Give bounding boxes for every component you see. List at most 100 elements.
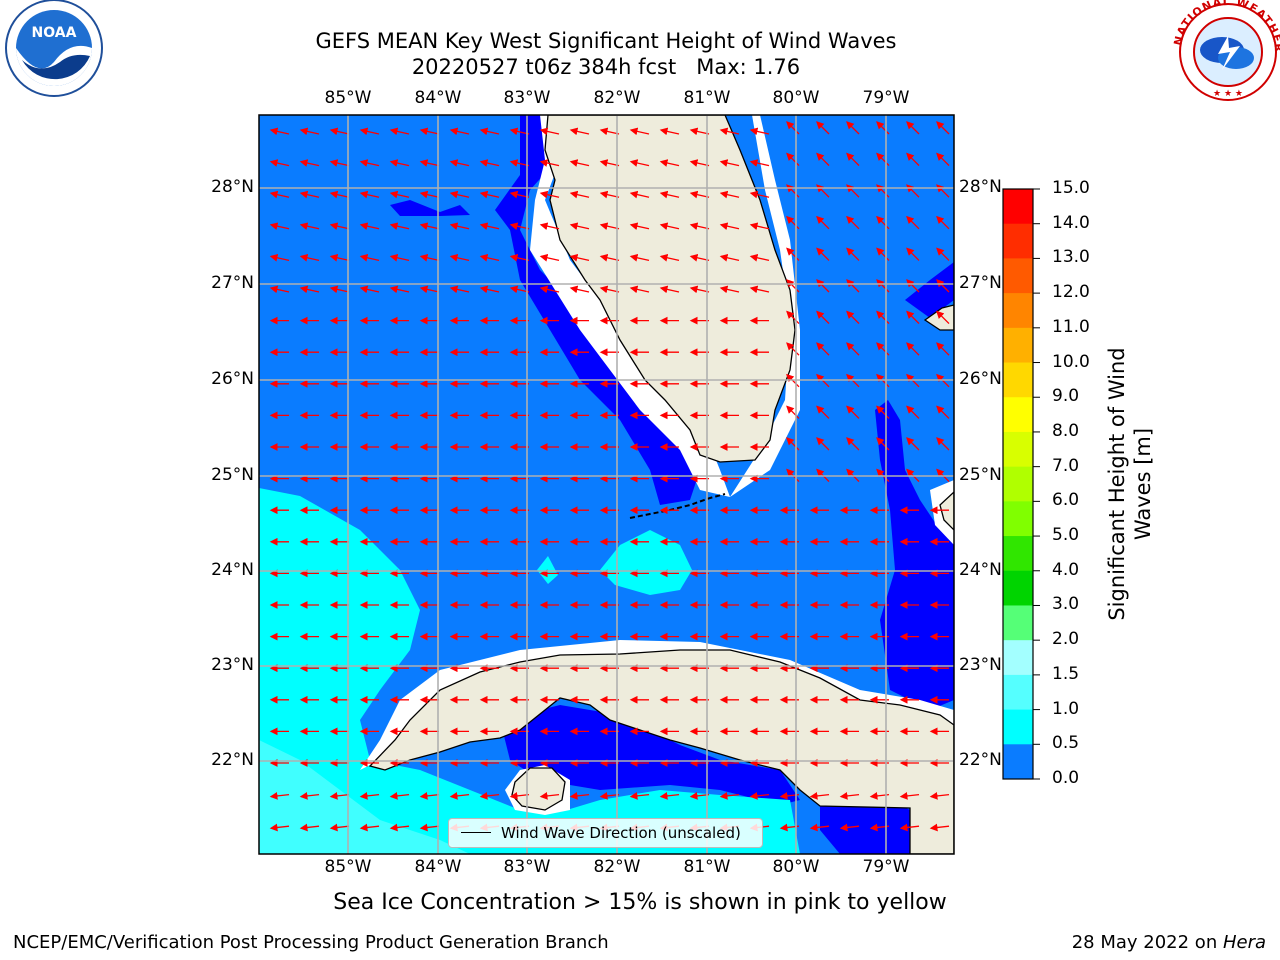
colorbar-tick-label: 14.0: [1052, 212, 1090, 233]
wave-direction-arrow: [419, 792, 440, 800]
wave-direction-arrow: [876, 121, 890, 135]
land-florida: [544, 115, 796, 463]
colorbar-tick-label: 1.0: [1052, 698, 1080, 719]
lat-label-left: 26°N: [211, 369, 254, 389]
wave-direction-arrow: [359, 254, 380, 262]
wave-direction-arrow: [329, 222, 350, 231]
wave-direction-arrow: [389, 159, 410, 167]
wave-direction-arrow: [719, 190, 740, 199]
wave-direction-arrow: [569, 285, 590, 294]
wave-direction-arrow: [329, 159, 350, 167]
wave-direction-arrow: [876, 152, 890, 167]
wave-direction-arrow: [809, 823, 830, 832]
wave-direction-arrow: [689, 190, 710, 199]
wave-direction-arrow: [389, 222, 410, 231]
lat-label-right: 23°N: [959, 655, 1002, 675]
map-frame: [258, 114, 955, 855]
lon-label-bottom: 84°W: [414, 857, 462, 877]
wave-direction-arrow: [479, 159, 500, 167]
wave-direction-arrow: [509, 159, 530, 167]
wave-direction-arrow: [846, 247, 860, 261]
colorbar-segment: [1003, 570, 1033, 606]
lat-label-left: 27°N: [211, 273, 254, 293]
wave-direction-arrow: [846, 405, 860, 419]
wave-direction-arrow: [816, 215, 830, 230]
colorbar-tick-label: 12.0: [1052, 282, 1090, 303]
colorbar-tick-label: 9.0: [1052, 386, 1080, 407]
graticule: [259, 115, 954, 854]
wave-direction-arrow: [931, 858, 949, 860]
low-wave-zone-bahamas: [875, 400, 954, 710]
wave-direction-arrow: [539, 285, 560, 294]
wave-direction-arrow: [569, 127, 590, 136]
lat-label-left: 28°N: [211, 177, 254, 197]
cyan-zone-island: [600, 530, 692, 595]
wave-direction-arrow: [329, 792, 350, 800]
wave-direction-arrow: [839, 823, 860, 832]
wave-direction-arrow: [509, 190, 530, 199]
wave-direction-arrow: [299, 823, 320, 832]
colorbar-tick-label: 15.0: [1052, 178, 1090, 198]
lat-label-right: 28°N: [959, 177, 1002, 197]
wave-direction-arrow: [659, 222, 680, 231]
colorbar-segment: [1003, 674, 1033, 711]
wave-direction-arrow: [329, 285, 350, 294]
wave-direction-arrow: [786, 405, 800, 419]
svg-text:★ ★ ★: ★ ★ ★: [1213, 89, 1243, 99]
wave-direction-arrow: [659, 792, 680, 800]
wave-direction-arrow: [689, 254, 710, 262]
wave-direction-arrow: [846, 437, 860, 451]
wave-direction-arrow: [719, 222, 740, 231]
wave-direction-arrow: [749, 792, 770, 800]
wave-direction-arrow: [389, 792, 410, 800]
colorbar-segment: [1003, 431, 1033, 468]
colorbar-tick-label: 3.0: [1052, 594, 1080, 615]
wave-direction-arrow: [299, 127, 320, 136]
wave-direction-arrow: [299, 285, 320, 294]
wave-direction-arrow: [299, 792, 320, 800]
wave-direction-arrow: [689, 127, 710, 136]
colorbar-segment: [1003, 258, 1033, 294]
wave-direction-arrow: [629, 285, 650, 294]
wave-direction-arrow: [329, 823, 350, 832]
wave-direction-arrow: [906, 342, 920, 356]
colorbar-tick-label: 10.0: [1052, 351, 1090, 372]
wave-direction-arrow: [269, 792, 290, 800]
wave-direction-arrow: [539, 127, 560, 136]
wave-direction-arrow: [359, 222, 380, 231]
lon-label-bottom: 79°W: [862, 857, 910, 877]
wave-direction-arrow: [569, 159, 590, 167]
wave-direction-arrow: [629, 190, 650, 199]
wave-direction-arrow: [786, 310, 800, 325]
wave-direction-arrow: [719, 254, 740, 262]
wave-direction-arrow: [816, 437, 830, 451]
wave-direction-arrow: [906, 215, 920, 230]
colorbar-segment: [1003, 536, 1033, 572]
footer-left: NCEP/EMC/Verification Post Processing Pr…: [13, 932, 609, 953]
wave-direction-arrow: [359, 127, 380, 136]
wave-direction-arrow: [906, 121, 920, 135]
wave-direction-arrow: [509, 254, 530, 262]
wave-direction-arrow: [876, 437, 890, 451]
wave-direction-arrow: [449, 254, 470, 262]
lon-label-top: 81°W: [683, 88, 731, 108]
wave-direction-arrow: [786, 152, 800, 167]
wave-direction-arrow: [786, 247, 800, 261]
wave-direction-arrow: [269, 190, 290, 199]
wave-direction-arrow: [509, 792, 530, 800]
lat-label-right: 26°N: [959, 369, 1002, 389]
wave-direction-arrow: [659, 254, 680, 262]
colorbar-segment: [1003, 189, 1033, 225]
wave-direction-arrow: [359, 792, 380, 800]
wave-direction-arrow: [749, 285, 770, 294]
lon-label-bottom: 83°W: [503, 857, 551, 877]
colorbar-frame: [1002, 188, 1034, 780]
lon-label-top: 84°W: [414, 88, 462, 108]
wave-direction-arrow: [419, 159, 440, 167]
coast-mask-east-fl: [730, 115, 800, 497]
wave-direction-arrow: [449, 792, 470, 800]
wave-direction-arrow: [599, 792, 620, 800]
wave-direction-arrow: [359, 285, 380, 294]
lon-label-top: 85°W: [324, 88, 372, 108]
wave-direction-arrow: [929, 792, 950, 800]
